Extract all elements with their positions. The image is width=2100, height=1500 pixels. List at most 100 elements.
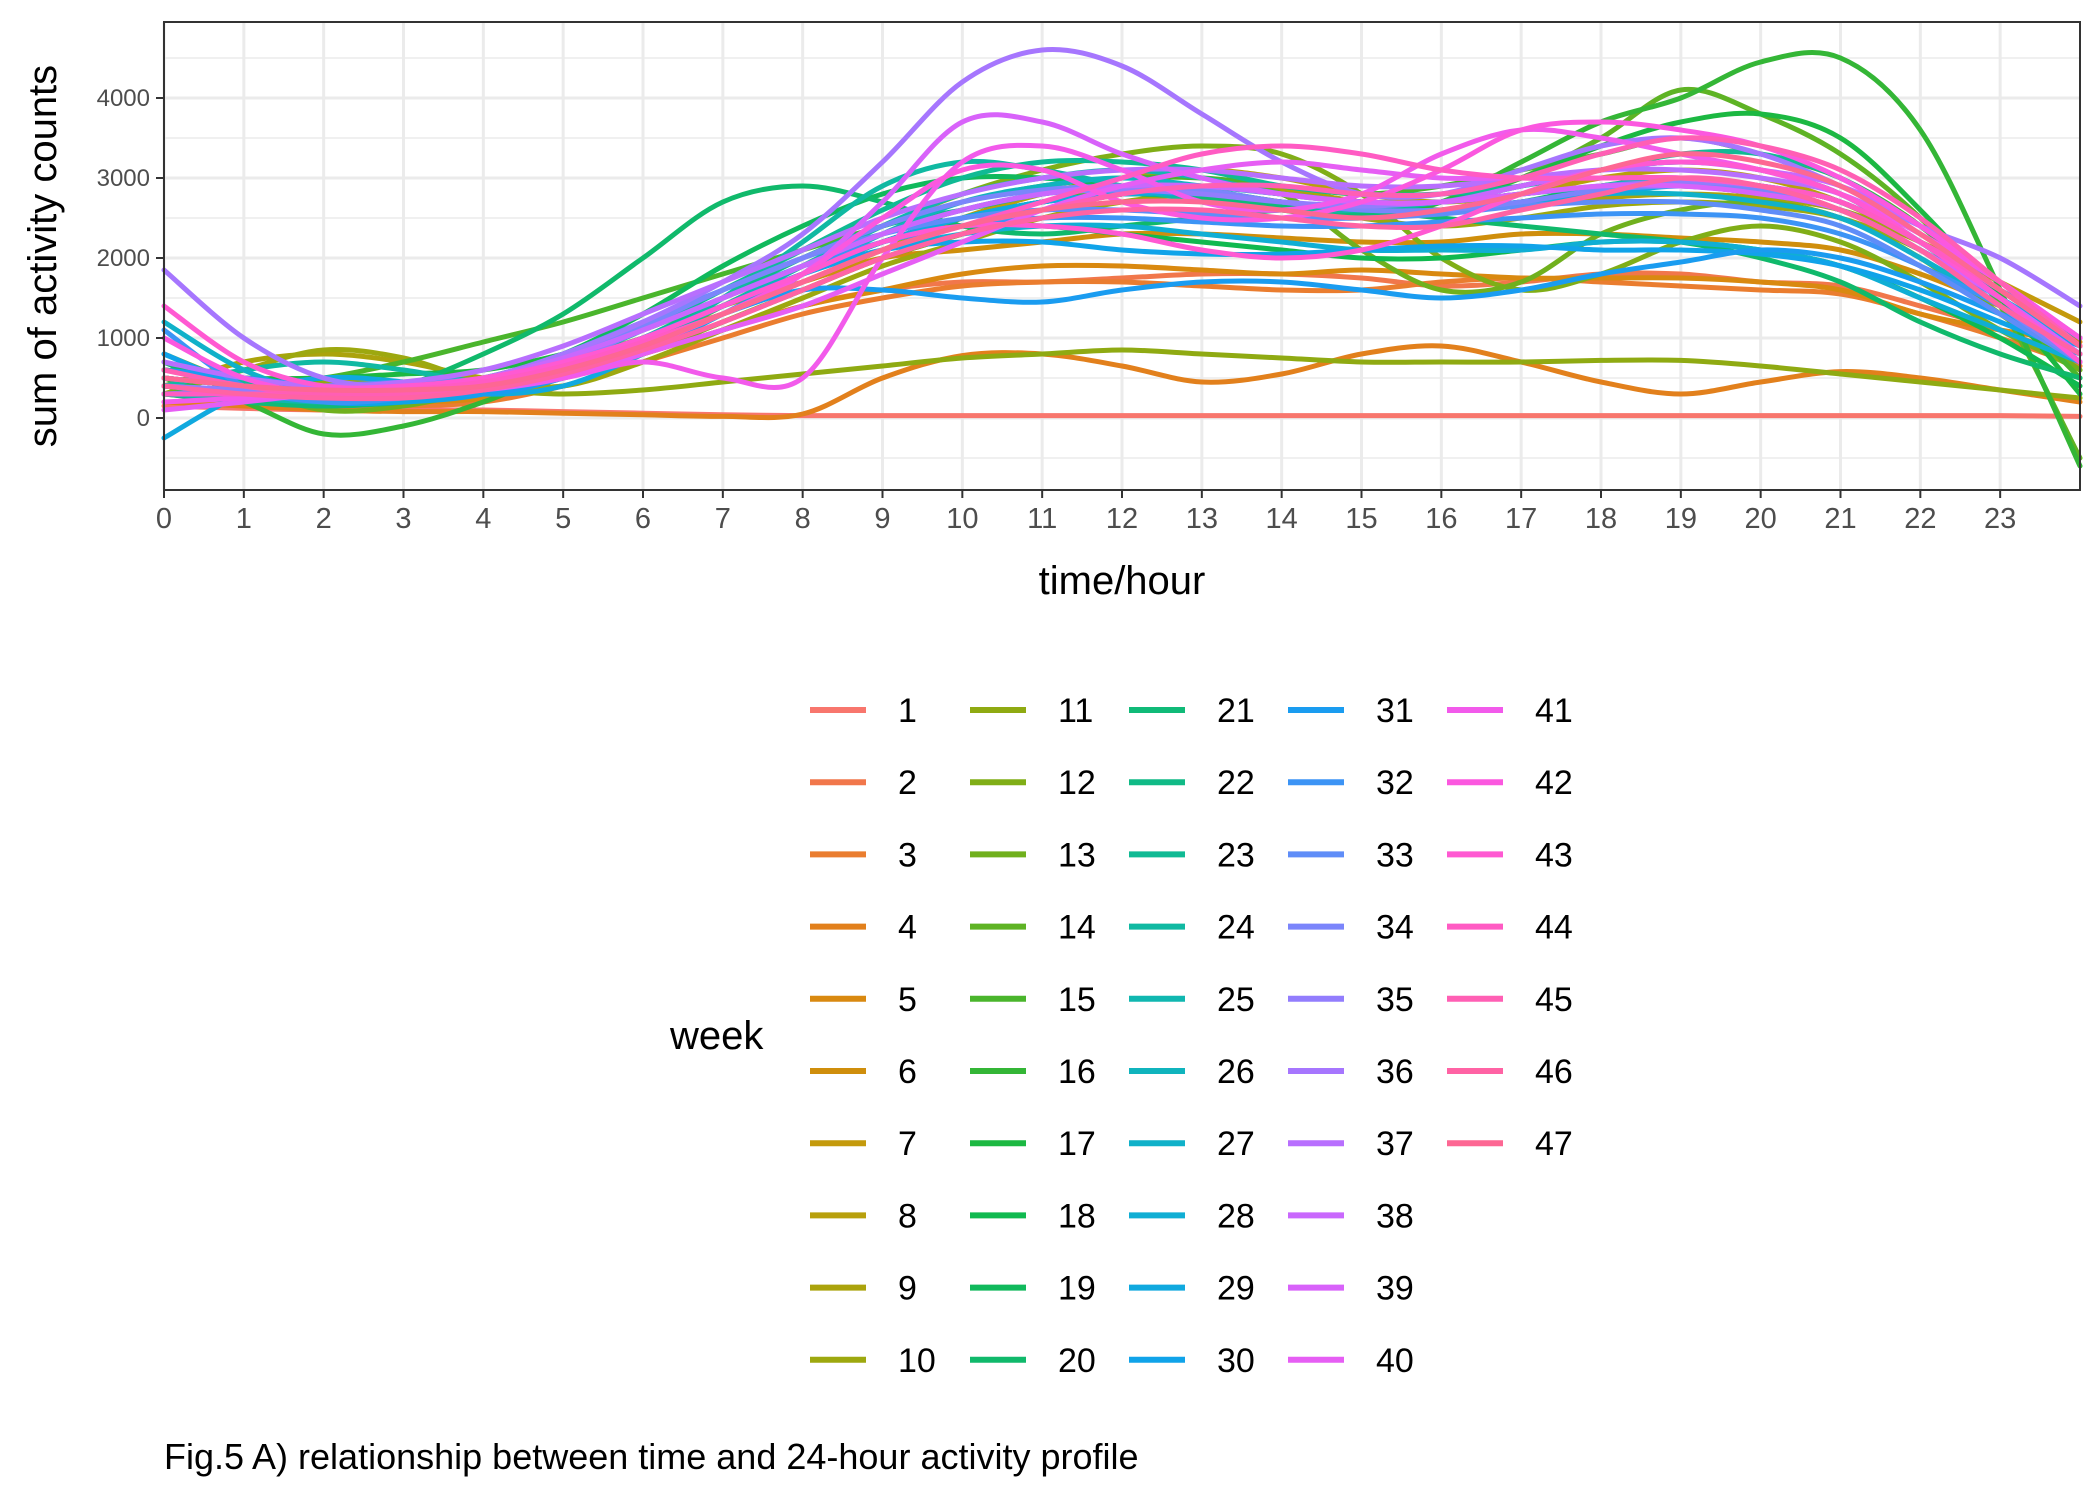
legend-item-week-19: 19 <box>970 1270 1096 1308</box>
figure-caption: Fig.5 A) relationship between time and 2… <box>164 1436 1139 1477</box>
x-tick-label: 1 <box>236 503 252 535</box>
series-line-week-37 <box>161 166 2083 389</box>
legend-label: 31 <box>1376 692 1414 730</box>
legend-label: 24 <box>1217 909 1255 947</box>
legend-item-week-40: 40 <box>1288 1342 1414 1380</box>
legend-item-week-14: 14 <box>970 909 1096 947</box>
legend-label: 38 <box>1376 1197 1414 1235</box>
legend-label: 2 <box>898 764 917 802</box>
legend-item-week-15: 15 <box>970 981 1096 1019</box>
x-tick-label: 18 <box>1585 503 1617 535</box>
legend-item-week-6: 6 <box>810 1053 917 1091</box>
legend-item-week-2: 2 <box>810 764 917 802</box>
x-tick-label: 14 <box>1266 503 1298 535</box>
legend-item-week-1: 1 <box>810 692 917 730</box>
x-tick-label: 23 <box>1984 503 2016 535</box>
legend-item-week-34: 34 <box>1288 909 1414 947</box>
legend-label: 40 <box>1376 1342 1414 1380</box>
legend-label: 32 <box>1376 764 1414 802</box>
legend-item-week-10: 10 <box>810 1342 936 1380</box>
legend-item-week-11: 11 <box>970 692 1093 730</box>
legend-label: 27 <box>1217 1125 1255 1163</box>
legend-item-week-41: 41 <box>1447 692 1573 730</box>
legend-item-week-35: 35 <box>1288 981 1414 1019</box>
legend-label: 36 <box>1376 1053 1414 1091</box>
legend-item-week-26: 26 <box>1129 1053 1255 1091</box>
legend-item-week-8: 8 <box>810 1197 917 1235</box>
legend-label: 47 <box>1535 1125 1573 1163</box>
series-line-week-43 <box>161 159 2083 391</box>
legend-label: 21 <box>1217 692 1255 730</box>
x-tick-label: 19 <box>1665 503 1697 535</box>
legend-label: 20 <box>1058 1342 1096 1380</box>
x-tick-label: 9 <box>874 503 890 535</box>
legend-label: 13 <box>1058 836 1096 874</box>
x-tick-label: 15 <box>1345 503 1377 535</box>
x-axis: 0 1 2 3 4 5 6 7 8 9 10 11 12 13 14 15 16 17 18 19 20 21 22 23 <box>156 490 2016 535</box>
x-tick-label: 10 <box>946 503 978 535</box>
x-tick-label: 22 <box>1904 503 1936 535</box>
legend-label: 26 <box>1217 1053 1255 1091</box>
legend-item-week-32: 32 <box>1288 764 1414 802</box>
series-line-week-47 <box>161 151 2083 394</box>
legend-item-week-33: 33 <box>1288 836 1414 874</box>
legend-label: 6 <box>898 1053 917 1091</box>
legend-item-week-38: 38 <box>1288 1197 1414 1235</box>
legend-item-week-5: 5 <box>810 981 917 1019</box>
y-tick-label: 3000 <box>97 165 150 192</box>
legend-label: 17 <box>1058 1125 1096 1163</box>
y-axis-title: sum of activity counts <box>21 65 65 447</box>
x-tick-label: 7 <box>715 503 731 535</box>
legend-label: 43 <box>1535 836 1573 874</box>
legend-item-week-13: 13 <box>970 836 1096 874</box>
legend-item-week-24: 24 <box>1129 909 1255 947</box>
x-tick-label: 11 <box>1027 503 1057 535</box>
x-tick-label: 6 <box>635 503 651 535</box>
legend-label: 41 <box>1535 692 1573 730</box>
y-tick-label: 2000 <box>97 245 150 272</box>
legend-label: 28 <box>1217 1197 1255 1235</box>
series-line-week-4 <box>161 343 2083 421</box>
legend-label: 37 <box>1376 1125 1414 1163</box>
y-tick-label: 0 <box>137 405 150 432</box>
legend-item-week-28: 28 <box>1129 1197 1255 1235</box>
legend-item-week-22: 22 <box>1129 764 1255 802</box>
series-line-week-5 <box>161 262 2083 406</box>
legend: 1234567891011121314151617181920212223242… <box>810 692 1573 1380</box>
legend-item-week-17: 17 <box>970 1125 1096 1163</box>
legend-item-week-42: 42 <box>1447 764 1573 802</box>
x-axis-title: time/hour <box>1039 559 1206 603</box>
legend-item-week-30: 30 <box>1129 1342 1255 1380</box>
y-tick-label: 1000 <box>97 325 150 352</box>
x-tick-label: 5 <box>555 503 571 535</box>
legend-label: 15 <box>1058 981 1096 1019</box>
legend-item-week-7: 7 <box>810 1125 917 1163</box>
legend-label: 35 <box>1376 981 1414 1019</box>
legend-label: 5 <box>898 981 917 1019</box>
legend-item-week-3: 3 <box>810 836 917 874</box>
legend-item-week-43: 43 <box>1447 836 1573 874</box>
legend-label: 45 <box>1535 981 1573 1019</box>
legend-item-week-20: 20 <box>970 1342 1096 1380</box>
legend-item-week-27: 27 <box>1129 1125 1255 1163</box>
legend-label: 42 <box>1535 764 1573 802</box>
series-lines <box>161 47 2083 469</box>
legend-label: 4 <box>898 909 917 947</box>
legend-label: 14 <box>1058 909 1096 947</box>
legend-label: 9 <box>898 1270 917 1308</box>
legend-item-week-18: 18 <box>970 1197 1096 1235</box>
legend-item-week-46: 46 <box>1447 1053 1573 1091</box>
legend-item-week-37: 37 <box>1288 1125 1414 1163</box>
y-axis: 0 1000 2000 3000 4000 <box>97 85 164 432</box>
legend-item-week-29: 29 <box>1129 1270 1255 1308</box>
legend-item-week-12: 12 <box>970 764 1096 802</box>
legend-item-week-31: 31 <box>1288 692 1414 730</box>
x-tick-label: 13 <box>1186 503 1218 535</box>
legend-label: 30 <box>1217 1342 1255 1380</box>
legend-item-week-45: 45 <box>1447 981 1573 1019</box>
legend-item-week-47: 47 <box>1447 1125 1573 1163</box>
legend-label: 8 <box>898 1197 917 1235</box>
legend-label: 18 <box>1058 1197 1096 1235</box>
legend-label: 19 <box>1058 1270 1096 1308</box>
